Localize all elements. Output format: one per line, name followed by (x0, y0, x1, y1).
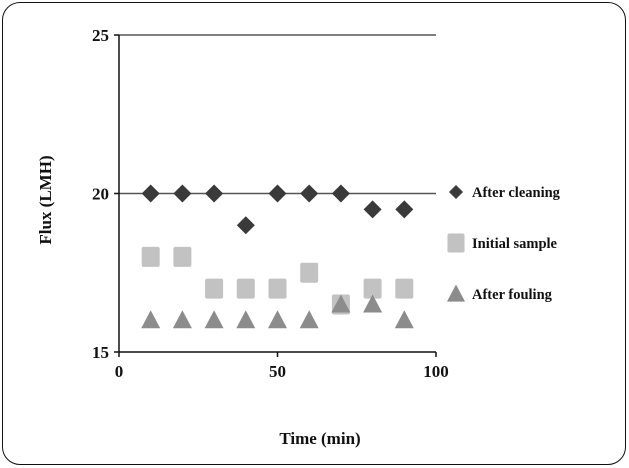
square-point (173, 246, 192, 267)
gridlines (119, 34, 436, 195)
triangle-point (394, 310, 414, 329)
square-point (236, 278, 255, 299)
diamond-point (331, 184, 350, 203)
diamond-point (363, 200, 382, 219)
x-tick-label: 100 (423, 362, 449, 381)
square-point (205, 278, 224, 299)
legend-triangle-icon (446, 284, 466, 302)
triangle-point (204, 310, 224, 329)
square-point (141, 246, 160, 267)
x-axis-label: Time (min) (279, 429, 360, 448)
x-tick-labels: 0 50 100 (115, 352, 449, 381)
triangle-point (141, 310, 161, 329)
x-tick-label: 50 (269, 362, 286, 381)
diamond-point (395, 200, 414, 219)
square-point (363, 278, 382, 299)
data-points (141, 184, 414, 329)
triangle-point (268, 310, 287, 329)
diamond-point (268, 184, 287, 203)
diamond-point (141, 184, 160, 203)
diamond-point (300, 184, 319, 203)
y-tick-label: 20 (92, 185, 109, 204)
triangle-point (331, 294, 351, 313)
square-point (300, 262, 319, 283)
legend-label: After fouling (472, 287, 553, 303)
legend-label: After cleaning (472, 185, 561, 201)
y-tick-label: 15 (92, 343, 109, 362)
diamond-point (173, 184, 192, 203)
square-point (395, 278, 414, 299)
legend: After cleaning Initial sample After foulin… (446, 184, 561, 303)
triangle-point (363, 294, 383, 313)
diamond-point (205, 184, 224, 203)
y-tick-labels: 15 20 25 (92, 26, 119, 362)
triangle-point (172, 310, 192, 329)
triangle-point (299, 310, 319, 329)
y-axis-label: Flux (LMH) (36, 155, 55, 244)
legend-square-icon (447, 233, 465, 253)
y-tick-label: 25 (92, 26, 109, 45)
diamond-point (236, 216, 255, 235)
square-point (268, 278, 287, 299)
legend-diamond-icon (448, 184, 464, 200)
legend-item: Initial sample (447, 233, 558, 253)
legend-item: After cleaning (448, 184, 561, 201)
legend-item: After fouling (446, 284, 553, 303)
legend-label: Initial sample (472, 236, 558, 252)
triangle-point (236, 310, 256, 329)
x-tick-label: 0 (115, 362, 124, 381)
